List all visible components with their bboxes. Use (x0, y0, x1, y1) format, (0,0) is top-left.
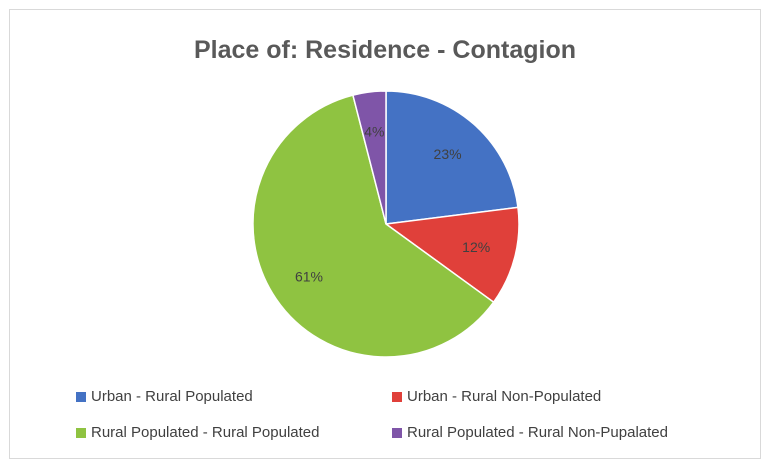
legend-swatch-2 (76, 427, 86, 438)
chart-title: Place of: Residence - Contagion (193, 36, 576, 64)
data-label-rural-populated-rural-non-pupalated: 4% (364, 124, 384, 140)
legend-item-rural-populated-rural-populated: Rural Populated - Rural Populated (76, 424, 319, 441)
legend-label: Urban - Rural Populated (91, 388, 253, 405)
pie-slice-urban-rural-populated (385, 90, 519, 225)
legend-label: Rural Populated - Rural Non-Pupalated (407, 424, 668, 441)
legend-item-urban-rural-populated: Urban - Rural Populated (76, 388, 253, 405)
chart-frame: Place of: Residence - Contagion 23% 12% 61… (9, 9, 761, 459)
legend-swatch-3 (392, 427, 402, 438)
legend-item-rural-populated-rural-non-pupalated: Rural Populated - Rural Non-Pupalated (392, 424, 668, 441)
legend-swatch-1 (392, 391, 402, 402)
legend-label: Urban - Rural Non-Populated (407, 388, 602, 405)
pie-slice-urban-rural-non-populated (384, 206, 520, 304)
legend-swatch-0 (76, 391, 86, 402)
pie-slice-rural-populated-rural-non-pupalated (352, 90, 387, 225)
data-label-urban-rural-populated: 23% (434, 146, 462, 162)
legend-item-urban-rural-non-populated: Urban - Rural Non-Populated (392, 388, 601, 405)
data-label-urban-rural-non-populated: 12% (462, 239, 490, 255)
legend-label: Rural Populated - Rural Populated (91, 424, 320, 441)
data-label-rural-populated-rural-populated: 61% (295, 268, 323, 284)
pie-chart: 23% 12% 61% 4% (252, 90, 520, 358)
pie-slice-rural-populated-rural-populated (252, 94, 495, 358)
